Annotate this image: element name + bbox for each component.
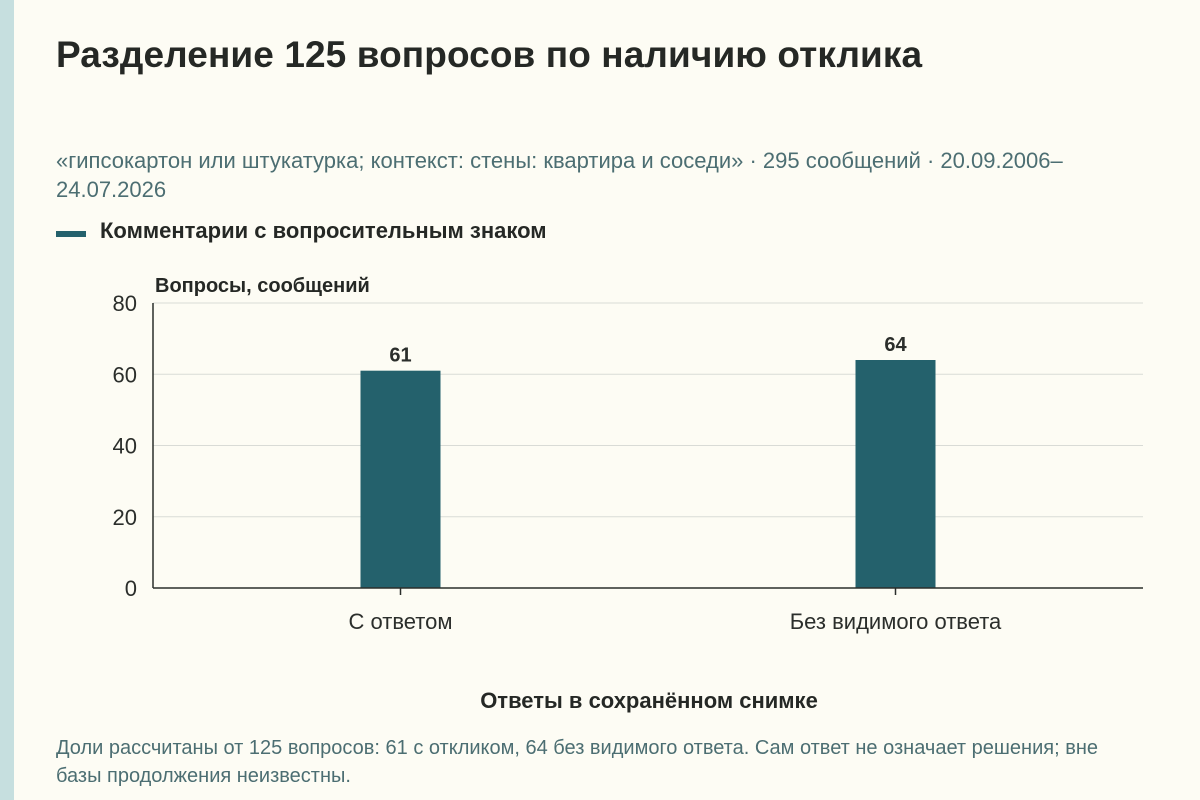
bars (360, 360, 936, 588)
footnote: Доли рассчитаны от 125 вопросов: 61 с от… (56, 737, 1098, 787)
x-tick-label: Без видимого ответа (790, 609, 1002, 634)
axes (152, 303, 1143, 589)
chart-subtitle: «гипсокартон или штукатурка; контекст: с… (56, 148, 1063, 202)
bar (360, 370, 441, 588)
labels: 61 64 (389, 334, 907, 367)
legend-label: Комментарии с вопросительным знаком (100, 218, 547, 243)
y-tick-label: 20 (113, 505, 137, 530)
bar-value-label: 64 (884, 334, 907, 356)
y-tick-label: 60 (113, 362, 137, 387)
y-tick-label: 40 (113, 434, 137, 459)
legend: Комментарии с вопросительным знаком (56, 218, 547, 244)
grid-lines (153, 302, 1143, 518)
ticks: 0 20 40 60 80 С ответом Без видимого ответа (113, 291, 1003, 634)
bar-value-label: 61 (389, 345, 411, 367)
legend-swatch (56, 231, 86, 237)
y-tick-label: 0 (125, 576, 137, 601)
y-tick-label: 80 (113, 291, 137, 316)
x-axis-title: Ответы в сохранённом снимке (480, 688, 818, 713)
left-accent-stripe (0, 0, 14, 800)
chart-title: Разделение 125 вопросов по наличию откли… (56, 34, 923, 75)
bar (855, 360, 936, 588)
y-axis-title: Вопросы, сообщений (155, 275, 370, 297)
x-tick-label: С ответом (349, 609, 453, 634)
